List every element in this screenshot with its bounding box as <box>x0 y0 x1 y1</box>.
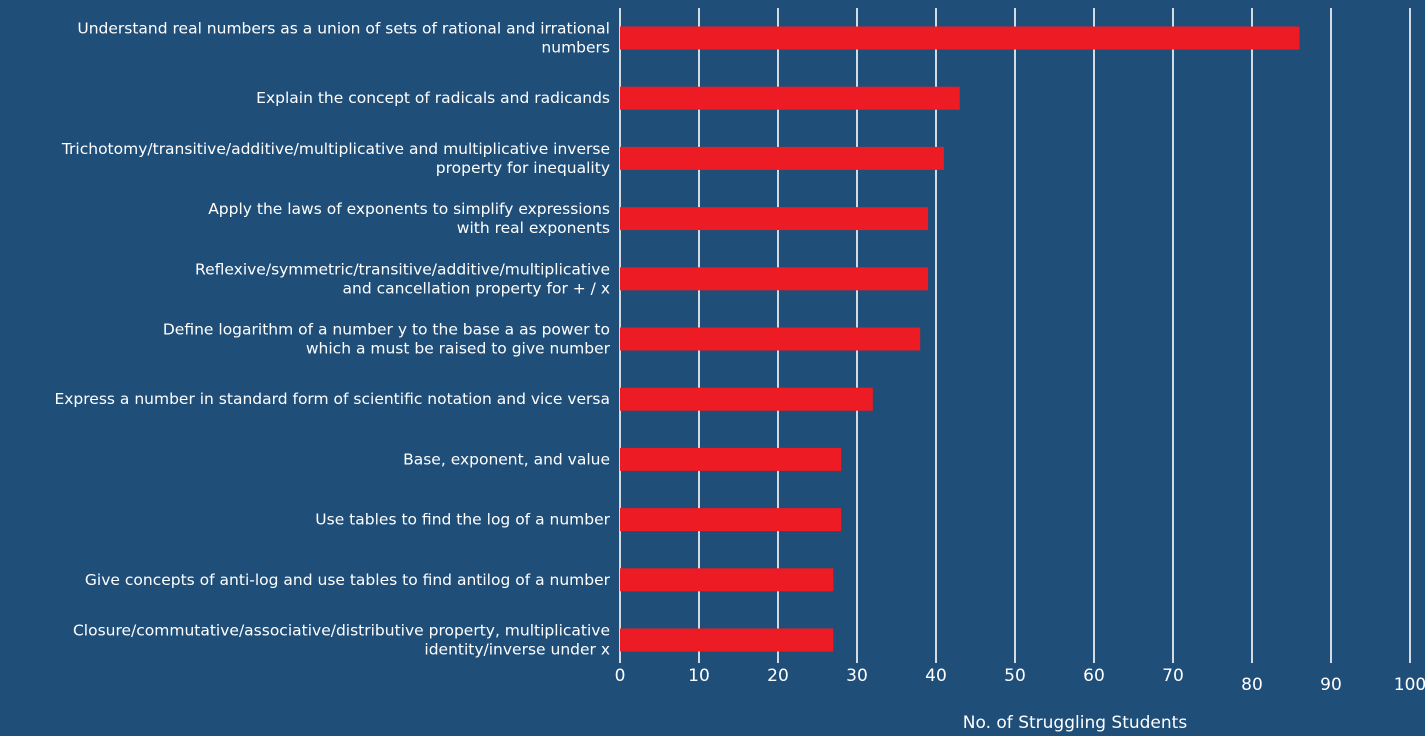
category-label: Closure/commutative/associative/distribu… <box>73 622 610 640</box>
category-label: Give concepts of anti-log and use tables… <box>85 571 611 589</box>
bar <box>620 568 834 592</box>
category-labels: Understand real numbers as a union of se… <box>54 20 610 659</box>
category-label: property for inequality <box>436 159 610 177</box>
category-label: which a must be raised to give number <box>306 340 611 358</box>
category-label: Base, exponent, and value <box>403 450 610 468</box>
category-label: Understand real numbers as a union of se… <box>77 20 610 38</box>
x-tick-labels: 0 10 20 30 40 50 60 70 80 90 100 <box>615 666 1425 695</box>
x-tick-label: 30 <box>846 666 868 686</box>
bar <box>620 628 834 652</box>
bar <box>620 387 873 411</box>
bars <box>620 26 1300 652</box>
x-tick-label: 40 <box>925 666 947 686</box>
category-label: Reflexive/symmetric/transitive/additive/… <box>195 260 610 278</box>
category-label: Define logarithm of a number y to the ba… <box>163 321 610 339</box>
x-tick-label: 60 <box>1083 666 1105 686</box>
x-tick-label: 90 <box>1320 675 1342 695</box>
category-label: Trichotomy/transitive/additive/multiplic… <box>61 140 610 158</box>
bar <box>620 26 1300 50</box>
x-tick-label: 70 <box>1162 666 1184 686</box>
x-tick-label: 0 <box>615 666 626 686</box>
x-axis-title: No. of Struggling Students <box>963 713 1188 733</box>
category-label: Apply the laws of exponents to simplify … <box>208 200 610 218</box>
category-label: Explain the concept of radicals and radi… <box>256 89 610 107</box>
x-tick-label: 50 <box>1004 666 1026 686</box>
x-tick-label: 80 <box>1241 675 1263 695</box>
bar <box>620 86 960 110</box>
bar <box>620 267 929 291</box>
bar <box>620 146 944 170</box>
bar <box>620 447 842 471</box>
category-label: and cancellation property for + / x <box>343 279 610 297</box>
bar <box>620 508 842 532</box>
category-label: with real exponents <box>457 219 610 237</box>
category-label: Express a number in standard form of sci… <box>54 390 610 408</box>
category-label: Use tables to find the log of a number <box>315 511 610 529</box>
bar <box>620 207 929 231</box>
x-tick-label: 20 <box>767 666 789 686</box>
bar <box>620 327 921 351</box>
x-tick-label: 10 <box>688 666 710 686</box>
gridlines <box>619 8 1411 663</box>
x-tick-label: 100 <box>1394 675 1425 695</box>
category-label: identity/inverse under x <box>424 641 610 659</box>
category-label: numbers <box>541 39 610 57</box>
